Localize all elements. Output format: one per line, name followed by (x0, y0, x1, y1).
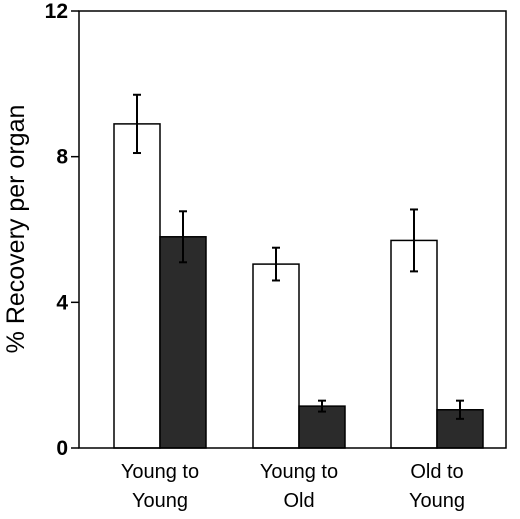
y-tick-label: 4 (56, 291, 68, 314)
bar (390, 239, 438, 449)
bar (113, 123, 161, 449)
x-category-label: Young (409, 490, 465, 512)
y-tick-label: 8 (56, 146, 68, 169)
x-category-label: Young (132, 490, 188, 512)
plot-frame (78, 10, 507, 449)
bar (159, 236, 207, 449)
y-tick-label: 12 (45, 0, 68, 23)
x-category-label: Old (283, 490, 314, 512)
x-category-label: Young to (121, 461, 199, 483)
y-tick-label: 0 (56, 437, 68, 460)
bar (252, 263, 300, 449)
x-category-label: Old to (410, 461, 463, 483)
y-axis-title: % Recovery per organ (2, 105, 30, 354)
x-category-label: Young to (260, 461, 338, 483)
